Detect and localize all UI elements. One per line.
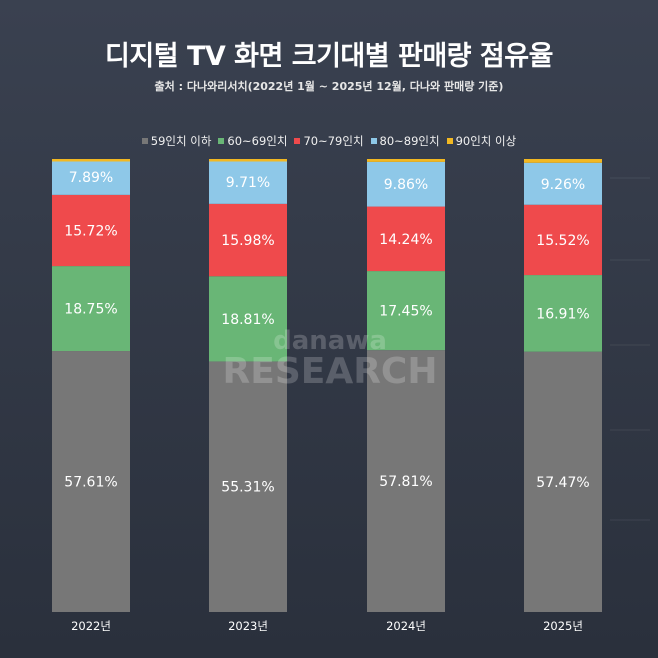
x-tick-label: 2024년 (386, 619, 426, 633)
data-label: 7.89% (69, 170, 113, 186)
watermark-logo: danawa RESEARCH (215, 328, 445, 390)
x-tick-label: 2022년 (71, 619, 111, 633)
bar-segment (209, 276, 287, 362)
data-label: 57.47% (536, 475, 589, 491)
legend-swatch (446, 138, 453, 144)
chart-subtitle: 출처 : 다나와리서치(2022년 1월 ~ 2025년 12월, 다나와 판매… (154, 80, 504, 93)
legend-item: 60~69인치 (218, 133, 287, 149)
legend-label: 80~89인치 (379, 134, 440, 148)
data-label: 17.45% (379, 304, 432, 320)
bar-segment (209, 159, 287, 204)
bar-segment (524, 162, 602, 205)
data-label: 15.72% (64, 223, 117, 239)
data-label: 15.52% (536, 233, 589, 249)
bar-segment (209, 159, 287, 162)
legend-label: 60~69인치 (227, 134, 288, 148)
bar-segment (367, 161, 445, 207)
bar-segment (209, 361, 287, 612)
watermark-line-1: danawa (273, 326, 387, 356)
legend-item: 59인치 이하 (141, 133, 212, 149)
bar-segment (367, 350, 445, 612)
legend-item: 70~79인치 (294, 133, 364, 149)
data-label: 16.91% (536, 306, 589, 322)
data-label: 57.81% (379, 474, 432, 490)
legend-swatch (141, 138, 148, 144)
x-tick-label: 2023년 (228, 619, 268, 633)
bar-segment (52, 159, 130, 162)
legend-item: 90인치 이상 (446, 133, 517, 149)
bar-segment (524, 159, 602, 163)
data-label: 18.81% (221, 312, 274, 328)
legend-item: 80~89인치 (370, 133, 440, 149)
data-label: 9.71% (226, 175, 270, 191)
legend-label: 70~79인치 (303, 134, 364, 148)
legend-swatch (218, 138, 225, 144)
data-label: 18.75% (64, 302, 117, 318)
bar-segment (367, 271, 445, 351)
bar-segment (209, 203, 287, 277)
data-label: 14.24% (379, 232, 432, 248)
data-label: 15.98% (221, 233, 274, 249)
data-label: 9.26% (541, 177, 585, 193)
bar-segment (524, 275, 602, 352)
bar-segment (52, 351, 130, 612)
legend: 59인치 이하 60~69인치 70~79인치 80~89인치 90인치 이상 (0, 133, 658, 149)
chart-title: 디지털 TV 화면 크기대별 판매량 점유율 (105, 41, 553, 72)
watermark-line-2: RESEARCH (222, 351, 438, 392)
bar-segment (52, 159, 130, 195)
data-label: 9.86% (384, 177, 428, 193)
bar-segment (52, 194, 130, 267)
bar-segment (367, 159, 445, 162)
bar-segment (52, 266, 130, 352)
legend-label: 59인치 이하 (150, 134, 212, 148)
bar-segment (524, 204, 602, 276)
bar-segment (367, 206, 445, 272)
bar-segment (524, 351, 602, 612)
legend-swatch (294, 138, 301, 144)
x-tick-label: 2025년 (543, 619, 583, 633)
legend-label: 90인치 이상 (455, 134, 517, 148)
legend-swatch (370, 138, 377, 144)
data-label: 57.61% (64, 475, 117, 491)
data-label: 55.31% (221, 480, 274, 496)
